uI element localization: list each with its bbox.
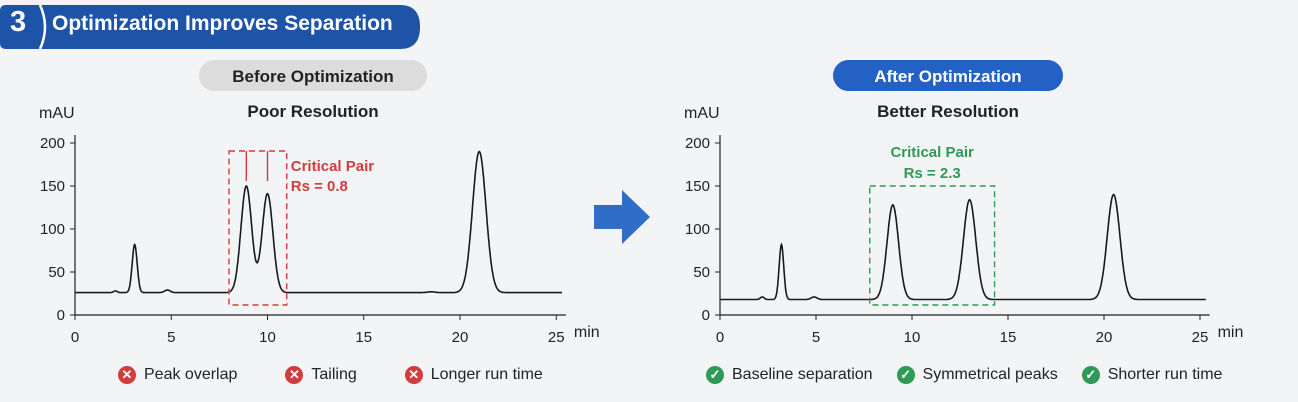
before-y-axis-label: mAU [39,105,75,122]
before-x-axis-label: min [574,324,600,341]
before-notes: ✕ Peak overlap ✕ Tailing ✕ Longer run time [118,366,543,384]
before-chart-title: Poor Resolution [247,102,378,121]
after-y-tick-label: 0 [702,307,710,324]
after-note-item: ✓ Symmetrical peaks [896,366,1058,384]
after-y-tick-label: 50 [693,264,710,281]
after-note-text: Shorter run time [1107,366,1223,383]
section-title: Optimization Improves Separation [52,12,393,35]
check-circle-icon: ✓ [706,366,724,384]
check-circle-icon: ✓ [1081,366,1100,384]
header-banner [0,5,420,49]
after-note-text: Symmetrical peaks [922,366,1058,383]
after-chromatogram-trace [720,193,1206,301]
arrow-right-icon [594,190,650,244]
after-x-tick-label: 5 [812,329,820,346]
after-note-text: Baseline separation [732,366,873,383]
after-annotation-label: Critical Pair [890,144,974,161]
before-badge [199,60,427,91]
before-y-tick-label: 0 [57,307,65,324]
after-y-tick-label: 100 [685,221,710,238]
check-circle-icon: ✓ [896,366,915,384]
after-badge [833,60,1063,91]
after-x-tick-label: 10 [904,329,921,346]
after-x-tick-label: 15 [1000,329,1017,346]
after-x-tick-label: 0 [716,329,724,346]
before-x-tick-label: 10 [259,329,276,346]
before-note-text: Longer run time [430,366,543,383]
before-x-tick-label: 15 [355,329,372,346]
before-x-tick-label: 0 [71,329,79,346]
before-annotation-value: Rs = 0.8 [291,178,348,195]
after-x-tick-label: 20 [1096,329,1113,346]
step-number: 3 [10,6,27,38]
x-circle-icon: ✕ [404,366,423,384]
after-x-axis-label: min [1218,324,1244,341]
before-chromatogram-trace [75,150,562,294]
after-annotation-value: Rs = 2.3 [904,165,961,182]
before-note-text: Peak overlap [144,366,238,383]
before-y-tick-label: 200 [40,135,65,152]
before-note-item: ✕ Peak overlap [118,366,237,384]
after-chart-title: Better Resolution [877,102,1019,121]
before-note-text: Tailing [311,366,357,383]
after-y-axis-label: mAU [684,105,720,122]
before-annotation-label: Critical Pair [291,158,375,175]
before-x-tick-label: 25 [548,329,565,346]
after-x-tick-label: 25 [1192,329,1209,346]
after-critical-pair-box [869,185,996,306]
after-note-item: ✓ Shorter run time [1081,366,1223,384]
after-notes: ✓ Baseline separation ✓ Symmetrical peaks ✓ S… [706,366,1222,384]
before-x-tick-label: 20 [452,329,469,346]
before-badge-label: Before Optimization [232,67,394,86]
after-y-tick-label: 200 [685,135,710,152]
before-x-tick-label: 5 [167,329,175,346]
before-y-tick-label: 100 [40,221,65,238]
before-note-item: ✕ Longer run time [404,366,543,384]
x-circle-icon: ✕ [118,366,136,384]
before-critical-pair-box [228,150,288,306]
before-y-tick-label: 150 [40,178,65,195]
x-circle-icon: ✕ [285,366,304,384]
after-badge-label: After Optimization [874,67,1021,86]
after-note-item: ✓ Baseline separation [706,366,873,384]
before-note-item: ✕ Tailing [285,366,357,384]
before-y-tick-label: 50 [48,264,65,281]
after-y-tick-label: 150 [685,178,710,195]
